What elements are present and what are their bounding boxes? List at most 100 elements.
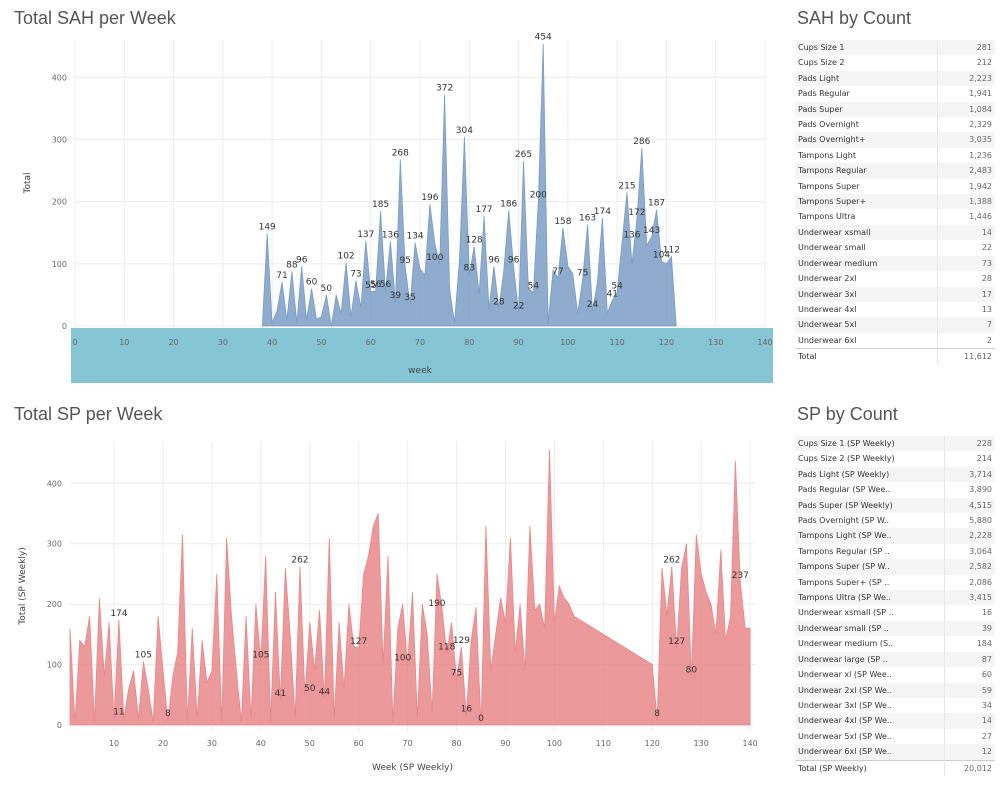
sah-row-label: Tampons Super [798,181,860,191]
x-tick-label: 50 [305,739,315,748]
data-label: 454 [535,33,552,43]
sah-row-value: 1,236 [937,147,995,164]
sp-table-row: Underwear 4xl (SP We.. 14 [795,713,995,729]
sp-row-label: Pads Overnight (SP W.. [798,516,890,526]
sp-row-label: Cups Size 2 (SP Weekly) [798,454,895,464]
data-label: 268 [392,148,409,158]
sp-row-label: Tampons Super (SP W.. [795,559,945,575]
sp-row-value: 3,064 [944,543,995,560]
sp-row-value: 60 [944,667,995,683]
sp-row-label: Tampons Light (SP We.. [795,528,945,544]
x-tick-label: 140 [742,739,757,748]
sah-row-value: 1,942 [937,178,995,195]
data-label: 35 [404,293,415,303]
data-label: 158 [554,217,571,227]
sp-table-row: Pads Light (SP Weekly) 3,714 [795,466,995,483]
sp-table-row: Pads Regular (SP Wee.. 3,890 [795,482,995,498]
x-tick-label: 130 [708,338,723,347]
data-label: 286 [633,137,650,147]
x-tick-label: 90 [513,338,523,347]
data-label: 95 [399,256,410,266]
sah-row-label: Tampons Ultra [798,212,856,222]
sp-table-row: Underwear medium (S.. 184 [795,636,995,652]
sah-row-value: 2,329 [937,117,995,133]
data-label: 75 [577,268,588,278]
sp-row-value: 184 [944,636,995,652]
x-tick-label: 120 [645,739,660,748]
sp-row-label: Pads Super (SP Weekly) [795,497,945,514]
data-label: 56 [380,280,392,290]
sp-table-row: Tampons Super (SP W.. 2,582 [795,559,995,575]
data-label: 172 [628,208,645,218]
y-axis-title: Total (SP Weekly) [18,547,28,625]
sah-row-label: Pads Super [795,101,938,118]
sp-row-value: 34 [944,697,995,714]
sp-row-label: Underwear 3xl (SP We.. [798,700,893,710]
sah-row-label: Underwear 2xl [798,274,857,284]
sp-row-label: Underwear small (SP .. [795,620,945,637]
data-label: 163 [579,214,596,224]
data-label: 190 [428,599,445,609]
data-label: 136 [623,230,640,240]
sp-row-value: 3,890 [944,482,995,498]
data-label: 54 [611,281,623,291]
sp-row-label: Tampons Ultra (SP We.. [795,590,945,606]
x-tick-label: 110 [596,739,611,748]
sp-table-row: Total (SP Weekly) 20,012 [795,759,995,776]
sah-row-value: 212 [937,55,995,71]
sp-row-value: 59 [944,682,995,698]
x-tick-label: 30 [218,338,228,347]
data-label: 55 [365,281,376,291]
sah-table-row: Tampons Light 1,236 [795,147,995,164]
sah-table-row: Tampons Super 1,942 [795,178,995,195]
sp-row-label: Tampons Regular (SP .. [798,546,890,556]
x-tick-label: 80 [451,739,461,748]
data-label: 50 [304,684,316,694]
x-tick-label: 80 [464,338,474,347]
sah-row-value: 1,941 [937,86,995,102]
sah-row-label: Pads Overnight [798,120,859,130]
sah-table-row: Cups Size 2 212 [795,55,995,71]
series-area [261,43,677,327]
data-label: 127 [350,637,367,647]
sah-table-row: Underwear medium 73 [795,255,995,272]
sp-chart-title: Total SP per Week [14,404,163,424]
data-label: 41 [606,290,617,300]
y-tick-label: 400 [47,479,62,488]
sah-table-row: Underwear 4xl 13 [795,301,995,318]
x-tick-label: 60 [354,739,364,748]
sah-row-value: 2,223 [937,70,995,87]
sah-row-label: Tampons Light [798,150,856,160]
sp-row-label: Tampons Super+ (SP .. [798,577,890,587]
data-label: 237 [732,571,749,581]
x-tick-label: 50 [316,338,326,347]
y-tick-label: 100 [47,661,62,670]
y-tick-label: 0 [62,322,67,331]
x-tick-label: 20 [168,338,178,347]
sp-table-row: Tampons Ultra (SP We.. 3,415 [795,590,995,606]
data-label: 80 [686,666,698,676]
y-axis-title: Total [23,172,33,194]
data-label: 60 [306,278,318,288]
data-label: 105 [135,651,152,661]
data-label: 83 [464,263,475,273]
sp-row-label: Pads Regular (SP Wee.. [798,485,891,495]
sah-row-label: Underwear 4xl [798,304,857,314]
x-axis-title: week [408,366,432,376]
data-label: 174 [110,609,127,619]
data-label: 174 [594,207,611,217]
sah-row-label: Cups Size 1 [795,40,938,56]
sp-row-value: 2,582 [944,559,995,575]
y-tick-label: 400 [52,73,67,82]
x-tick-label: 40 [267,338,277,347]
data-label: 134 [406,232,423,242]
sah-row-value: 28 [937,271,995,287]
sp-row-label: Underwear xsmall (SP .. [798,608,894,618]
data-label: 100 [426,253,443,263]
sah-row-value: 11,612 [937,348,995,365]
data-label: 96 [508,255,520,265]
y-tick-label: 300 [52,135,67,144]
sp-table-row: Underwear xsmall (SP .. 16 [795,605,995,621]
